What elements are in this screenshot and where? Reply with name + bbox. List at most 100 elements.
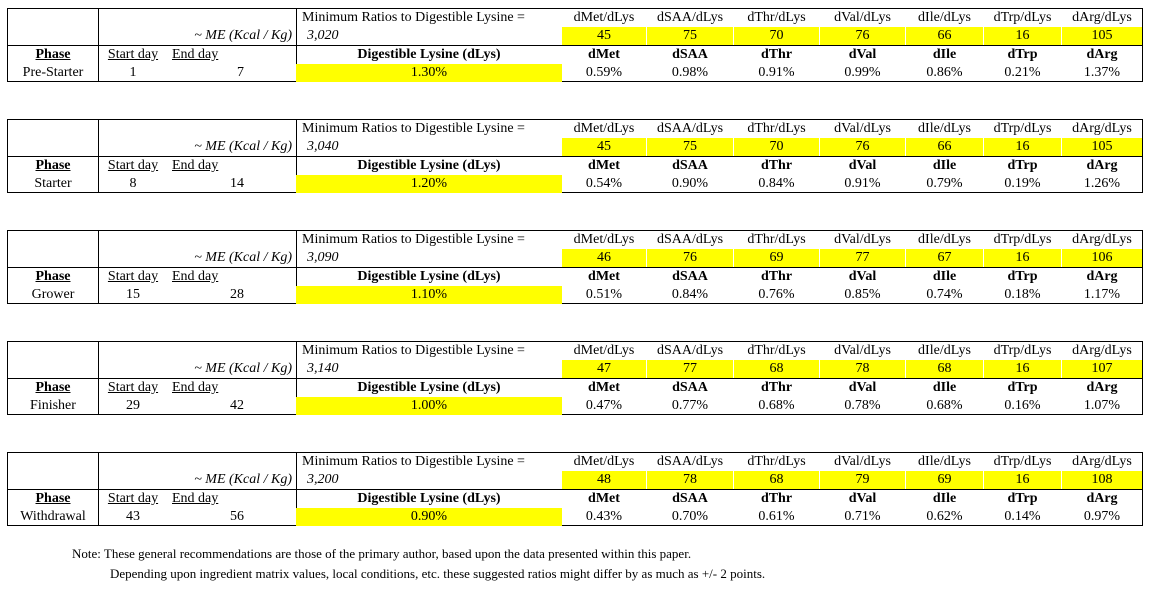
aa-header: dThr	[760, 380, 793, 395]
ratio-header: dVal/dLys	[834, 343, 891, 358]
phase-name: Starter	[34, 176, 72, 191]
aa-header: dIle	[932, 47, 957, 62]
min-ratio-label: Minimum Ratios to Digestible Lysine =	[302, 121, 525, 136]
ratio-header: dTrp/dLys	[993, 232, 1052, 247]
phase-header: Phase	[35, 380, 71, 395]
ratio-value: 70	[734, 27, 819, 45]
ratio-value: 16	[984, 249, 1061, 267]
aa-header: dSAA	[672, 158, 708, 173]
aa-value: 0.86%	[926, 65, 963, 80]
ratio-value: 16	[984, 360, 1061, 378]
me-label: ~ ME (Kcal / Kg)	[194, 28, 292, 43]
row-divider	[8, 267, 1142, 268]
ratio-value: 45	[562, 27, 646, 45]
ratio-header: dArg/dLys	[1072, 121, 1132, 136]
ratio-value: 105	[1062, 27, 1142, 45]
ratio-header: dSAA/dLys	[656, 343, 724, 358]
ratio-header: dMet/dLys	[573, 232, 635, 247]
end-day-header: End day	[172, 269, 219, 284]
aa-header: dArg	[1086, 380, 1118, 395]
me-label: ~ ME (Kcal / Kg)	[194, 139, 292, 154]
start-day-header: Start day	[107, 380, 159, 395]
phase-block: ~ ME (Kcal / Kg) Minimum Ratios to Digest…	[7, 119, 1143, 193]
ratio-value: 68	[734, 360, 819, 378]
aa-value: 0.18%	[1004, 287, 1041, 302]
aa-value: 0.21%	[1004, 65, 1041, 80]
aa-value: 1.17%	[1083, 287, 1121, 302]
start-day: 43	[126, 509, 140, 524]
aa-header: dMet	[588, 269, 620, 284]
end-day-header: End day	[172, 47, 219, 62]
me-value: 3,140	[307, 361, 339, 376]
ratio-header: dSAA/dLys	[656, 121, 724, 136]
aa-header: dSAA	[672, 491, 708, 506]
dlys-header: Digestible Lysine (dLys)	[357, 380, 501, 395]
ratio-header: dIle/dLys	[918, 10, 971, 25]
aa-header: dThr	[760, 491, 793, 506]
me-value: 3,090	[307, 250, 339, 265]
end-day-header: End day	[172, 380, 219, 395]
aa-value: 0.76%	[758, 287, 795, 302]
ratio-value: 47	[562, 360, 646, 378]
aa-value: 0.85%	[844, 287, 881, 302]
dlys-value: 1.00%	[296, 397, 562, 415]
ratio-header: dVal/dLys	[834, 121, 891, 136]
aa-value: 1.37%	[1083, 65, 1121, 80]
row-divider	[8, 156, 1142, 157]
ratio-header: dIle/dLys	[918, 343, 971, 358]
aa-header: dThr	[760, 47, 793, 62]
aa-header: dArg	[1086, 491, 1118, 506]
aa-header: dTrp	[1007, 158, 1038, 173]
ratio-header: dIle/dLys	[918, 121, 971, 136]
aa-header: dVal	[848, 269, 877, 284]
aa-header: dSAA	[672, 269, 708, 284]
me-value: 3,040	[307, 139, 339, 154]
me-value: 3,200	[307, 472, 339, 487]
aa-header: dMet	[588, 47, 620, 62]
end-day-header: End day	[172, 158, 219, 173]
dlys-header: Digestible Lysine (dLys)	[357, 158, 501, 173]
aa-value: 1.07%	[1083, 398, 1121, 413]
ratio-header: dMet/dLys	[573, 121, 635, 136]
dlys-header: Digestible Lysine (dLys)	[357, 269, 501, 284]
aa-header: dTrp	[1007, 47, 1038, 62]
aa-header: dVal	[848, 380, 877, 395]
phase-name: Pre-Starter	[22, 65, 84, 80]
aa-value: 0.84%	[758, 176, 795, 191]
aa-header: dArg	[1086, 158, 1118, 173]
dlys-header: Digestible Lysine (dLys)	[357, 491, 501, 506]
end-day: 28	[230, 287, 244, 302]
ratio-header: dIle/dLys	[918, 232, 971, 247]
me-value: 3,020	[307, 28, 339, 43]
phase-name: Grower	[31, 287, 75, 302]
dlys-value: 1.20%	[296, 175, 562, 193]
aa-header: dTrp	[1007, 269, 1038, 284]
dlys-value: 1.10%	[296, 286, 562, 304]
ratio-value: 106	[1062, 249, 1142, 267]
aa-value: 0.54%	[585, 176, 623, 191]
ratio-value: 79	[820, 471, 905, 489]
dlys-header: Digestible Lysine (dLys)	[357, 47, 501, 62]
ratio-value: 69	[734, 249, 819, 267]
dlys-value: 0.90%	[296, 508, 562, 526]
note-line-2: Depending upon ingredient matrix values,…	[110, 566, 766, 581]
start-day: 8	[129, 176, 137, 191]
aa-value: 0.91%	[844, 176, 881, 191]
aa-value: 0.70%	[671, 509, 709, 524]
aa-header: dIle	[932, 269, 957, 284]
aa-header: dVal	[848, 491, 877, 506]
aa-header: dTrp	[1007, 491, 1038, 506]
ratio-header: dThr/dLys	[747, 454, 806, 469]
ratio-header: dMet/dLys	[573, 10, 635, 25]
ratio-value: 66	[906, 138, 983, 156]
end-day: 7	[237, 65, 244, 80]
aa-value: 0.77%	[671, 398, 709, 413]
ratio-header: dVal/dLys	[834, 454, 891, 469]
ratio-value: 70	[734, 138, 819, 156]
end-day: 42	[230, 398, 244, 413]
ratio-header: dTrp/dLys	[993, 10, 1052, 25]
start-day-header: Start day	[107, 47, 159, 62]
aa-value: 0.79%	[926, 176, 963, 191]
end-day: 56	[230, 509, 244, 524]
aa-value: 0.71%	[844, 509, 881, 524]
